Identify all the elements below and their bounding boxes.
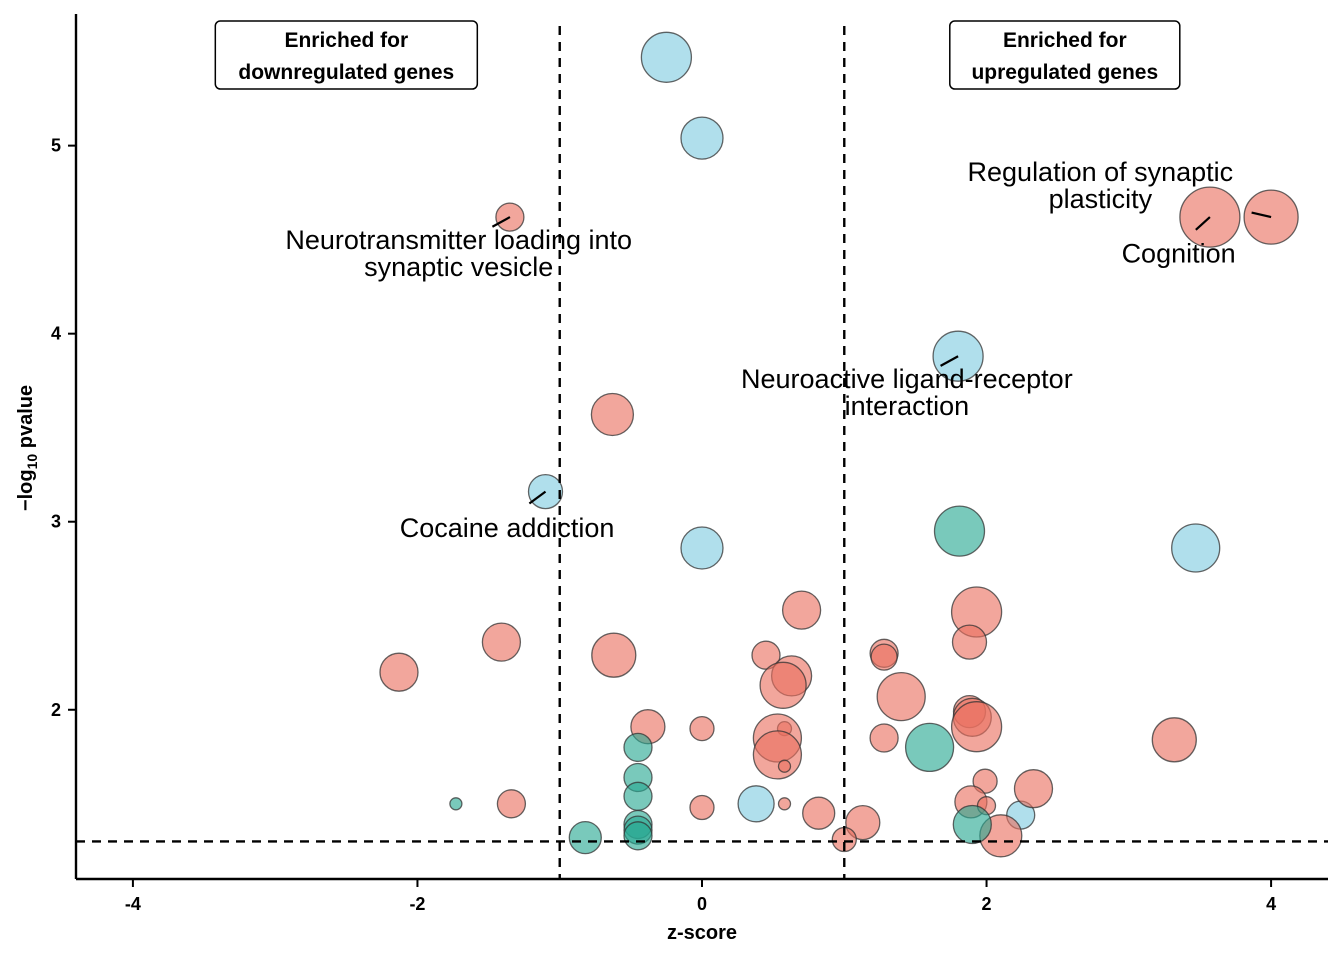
enrichment-box-label: Enriched for bbox=[284, 29, 408, 52]
data-point-teal bbox=[449, 797, 463, 811]
data-point-red bbox=[689, 715, 715, 742]
data-point-red bbox=[1243, 189, 1299, 245]
y-axis-title-main: −log bbox=[15, 469, 37, 511]
data-point-teal bbox=[623, 781, 653, 811]
data-point-red bbox=[1013, 769, 1054, 809]
data-point-red bbox=[876, 671, 926, 722]
data-point-red bbox=[870, 643, 898, 671]
data-point-blue bbox=[640, 31, 693, 83]
x-tick-label: 2 bbox=[982, 894, 992, 914]
data-point-red bbox=[496, 789, 527, 819]
annotation-leader bbox=[1251, 211, 1272, 219]
annotation-leader bbox=[1195, 216, 1211, 231]
y-tick-label: 4 bbox=[51, 324, 61, 344]
data-point-red bbox=[689, 794, 715, 821]
data-point-red bbox=[802, 796, 836, 830]
data-point-red bbox=[951, 624, 988, 660]
annotation-leader bbox=[940, 355, 959, 367]
y-tick-label: 5 bbox=[51, 136, 61, 156]
y-axis-title-sub: 10 bbox=[24, 454, 40, 470]
data-point-teal bbox=[933, 505, 986, 557]
data-point-red bbox=[481, 622, 522, 662]
data-point-blue bbox=[680, 116, 724, 160]
data-point-red bbox=[1151, 717, 1197, 763]
threshold-lines bbox=[76, 26, 1328, 879]
annotation-label: synaptic vesicle bbox=[364, 252, 553, 282]
data-point-red bbox=[591, 632, 637, 678]
annotation-label: Cocaine addiction bbox=[400, 513, 615, 543]
data-point-red bbox=[950, 701, 1003, 753]
data-point-red bbox=[752, 730, 803, 780]
data-point-red bbox=[590, 392, 635, 437]
data-point-blue bbox=[680, 526, 724, 570]
enrichment-box bbox=[949, 20, 1181, 90]
data-point-red bbox=[379, 652, 419, 692]
data-point-blue bbox=[1171, 523, 1221, 573]
data-point-red bbox=[759, 661, 807, 709]
enrichment-boxes: Enriched for downregulated genes Enriched … bbox=[214, 20, 1181, 90]
data-point-teal bbox=[568, 820, 602, 855]
y-axis-title-tail: pvalue bbox=[15, 385, 37, 454]
data-point-teal bbox=[623, 732, 653, 763]
x-tick-label: -4 bbox=[125, 894, 141, 914]
data-point-red bbox=[777, 759, 792, 773]
annotation-label: Neuroactive ligand-receptor bbox=[741, 364, 1073, 394]
y-axis-title: −log10 pvalue bbox=[15, 385, 40, 511]
annotation-leader bbox=[528, 490, 547, 505]
x-axis-title: z-score bbox=[667, 922, 737, 944]
x-tick-label: -2 bbox=[409, 894, 425, 914]
annotation-label: Cognition bbox=[1122, 238, 1236, 268]
data-point-blue bbox=[527, 473, 564, 510]
points-layer bbox=[379, 31, 1299, 858]
data-point-red bbox=[777, 797, 792, 811]
data-point-red bbox=[972, 768, 998, 794]
x-tick-label: 0 bbox=[697, 894, 707, 914]
data-point-teal bbox=[952, 804, 992, 845]
x-tick-label: 4 bbox=[1266, 894, 1276, 914]
data-point-blue bbox=[932, 330, 984, 382]
enrichment-box-label: Enriched for bbox=[1003, 29, 1127, 52]
data-point-red bbox=[869, 723, 899, 753]
annotation-leader bbox=[491, 216, 511, 228]
annotation-label: Regulation of synaptic bbox=[968, 157, 1234, 187]
enrichment-box bbox=[214, 20, 479, 90]
y-tick-label: 2 bbox=[51, 700, 61, 720]
data-point-teal bbox=[904, 722, 955, 773]
data-point-red bbox=[781, 590, 822, 630]
annotation-label: interaction bbox=[845, 391, 970, 421]
axes: -4 -2 0 2 4 2 3 4 5 bbox=[51, 14, 1328, 914]
annotation-label: plasticity bbox=[1049, 184, 1153, 214]
y-tick-label: 3 bbox=[51, 512, 61, 532]
enrichment-box-label: upregulated genes bbox=[971, 61, 1158, 84]
annotation-label: Neurotransmitter loading into bbox=[285, 225, 632, 255]
enrichment-box-label: downregulated genes bbox=[238, 61, 454, 84]
data-point-blue bbox=[737, 785, 775, 823]
data-point-teal bbox=[623, 821, 653, 851]
data-point-red bbox=[845, 804, 881, 841]
